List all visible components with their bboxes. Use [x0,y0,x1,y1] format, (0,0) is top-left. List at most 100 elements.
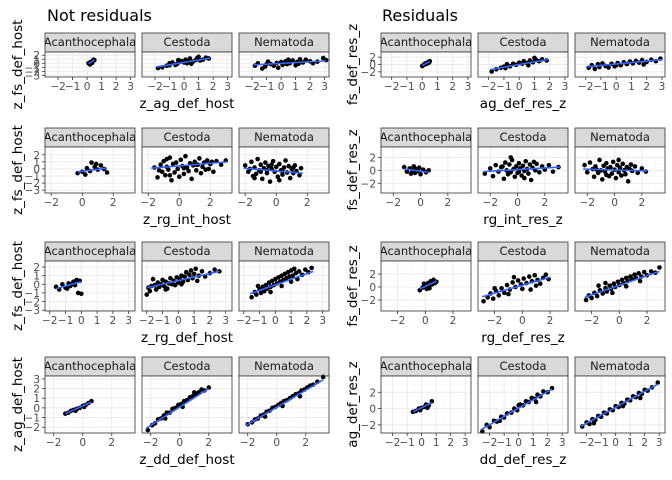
facet-label: Cestoda [500,35,547,49]
y-tick-label: 2 [369,152,376,164]
y-tick-label: −2 [361,420,376,432]
x-tick-label: −1 [593,81,608,93]
data-point [526,62,531,68]
y-tick-label: 2 [33,150,40,162]
y-tick-label: −2 [361,295,376,307]
data-point [528,287,533,292]
data-point [500,164,505,169]
facet-label: Acanthocephala [44,244,136,258]
x-tick-label: 0 [78,315,85,327]
data-point [191,271,197,277]
data-point [297,173,302,178]
x-tick-label: −2 [384,81,399,93]
x-tick-label: 2 [304,315,311,327]
y-tick-label: −1 [25,288,40,300]
data-point [172,282,178,288]
x-tick-label: 0 [79,197,86,209]
data-point [93,161,99,167]
data-point [258,169,264,175]
data-point [526,274,532,279]
y-tick-label: −1 [25,62,40,74]
facet-label: Nematoda [590,35,650,49]
x-tick-label: −1 [259,81,274,93]
y-tick-label: −2 [25,178,40,190]
x-tick-label: 3 [462,437,469,449]
panel-border [141,375,233,434]
x-tick-label: 3 [559,437,566,449]
panel-border [477,260,569,312]
x-tick-label: −2 [487,315,502,327]
data-point [252,175,257,181]
y-tick-label: 2 [369,52,376,64]
data-point [506,291,511,297]
y-tick-label: 0 [369,404,376,416]
fit-line [404,168,429,174]
facet-label: Cestoda [164,244,211,258]
data-point [613,175,619,181]
data-point [199,269,205,274]
y-tick-label: 0 [369,60,376,72]
x-tick-label: 0 [612,437,619,449]
y-tick-label: 1 [33,157,40,169]
data-point [637,278,643,284]
x-tick-label: 1 [195,81,202,93]
fit-line [480,388,553,431]
y-tick-label: −2 [25,66,40,78]
x-tick-label: 3 [321,81,328,93]
fit-line [490,58,549,71]
data-point [187,272,192,278]
data-point [183,153,188,159]
x-tick-label: 0 [175,315,182,327]
data-point [212,267,217,272]
y-tick-label: 3 [33,374,40,386]
x-tick-label: 1 [434,81,441,93]
data-point [641,269,647,275]
y-axis-title: ag_def_res_z [345,361,361,447]
x-tick-label: 2 [302,437,309,449]
x-tick-label: 1 [531,81,538,93]
data-point [218,162,224,167]
data-point [591,174,597,180]
facet-label: Cestoda [500,244,547,258]
data-point [249,159,254,165]
data-point [587,160,593,165]
panel-border [574,146,666,194]
data-point [427,285,432,291]
data-point [408,171,414,176]
data-point [496,293,502,298]
x-tick-label: −1 [252,315,267,327]
x-tick-label: 1 [288,315,295,327]
x-tick-label: 0 [419,81,426,93]
data-point [258,162,264,167]
facet-label: Nematoda [590,130,650,144]
facet-label: Nematoda [590,244,650,258]
data-point [286,163,291,169]
data-point [175,57,181,63]
data-point [166,167,171,172]
fit-line [587,58,663,68]
x-tick-label: 0 [176,437,183,449]
data-point [283,158,288,163]
data-point [596,283,601,288]
x-tick-label: −2 [481,81,496,93]
data-point [543,272,549,277]
data-point [507,162,512,167]
data-point [277,161,282,167]
data-point [242,163,248,168]
data-point [516,169,522,174]
y-tick-label: 1 [33,54,40,66]
data-point [628,162,634,167]
fit-line [483,166,560,173]
x-tick-label: 0 [278,81,285,93]
y-axis-title: z_ag_def_host [10,357,26,452]
fit-line [583,168,648,172]
fit-line [88,59,95,65]
data-point [254,292,259,297]
x-tick-label: 2 [307,81,314,93]
right-title: Residuals [382,6,458,25]
x-tick-label: 0 [418,437,425,449]
data-point [623,284,629,289]
facet-label: Acanthocephala [380,130,472,144]
facet-label: Nematoda [590,359,650,373]
data-point [616,169,621,175]
